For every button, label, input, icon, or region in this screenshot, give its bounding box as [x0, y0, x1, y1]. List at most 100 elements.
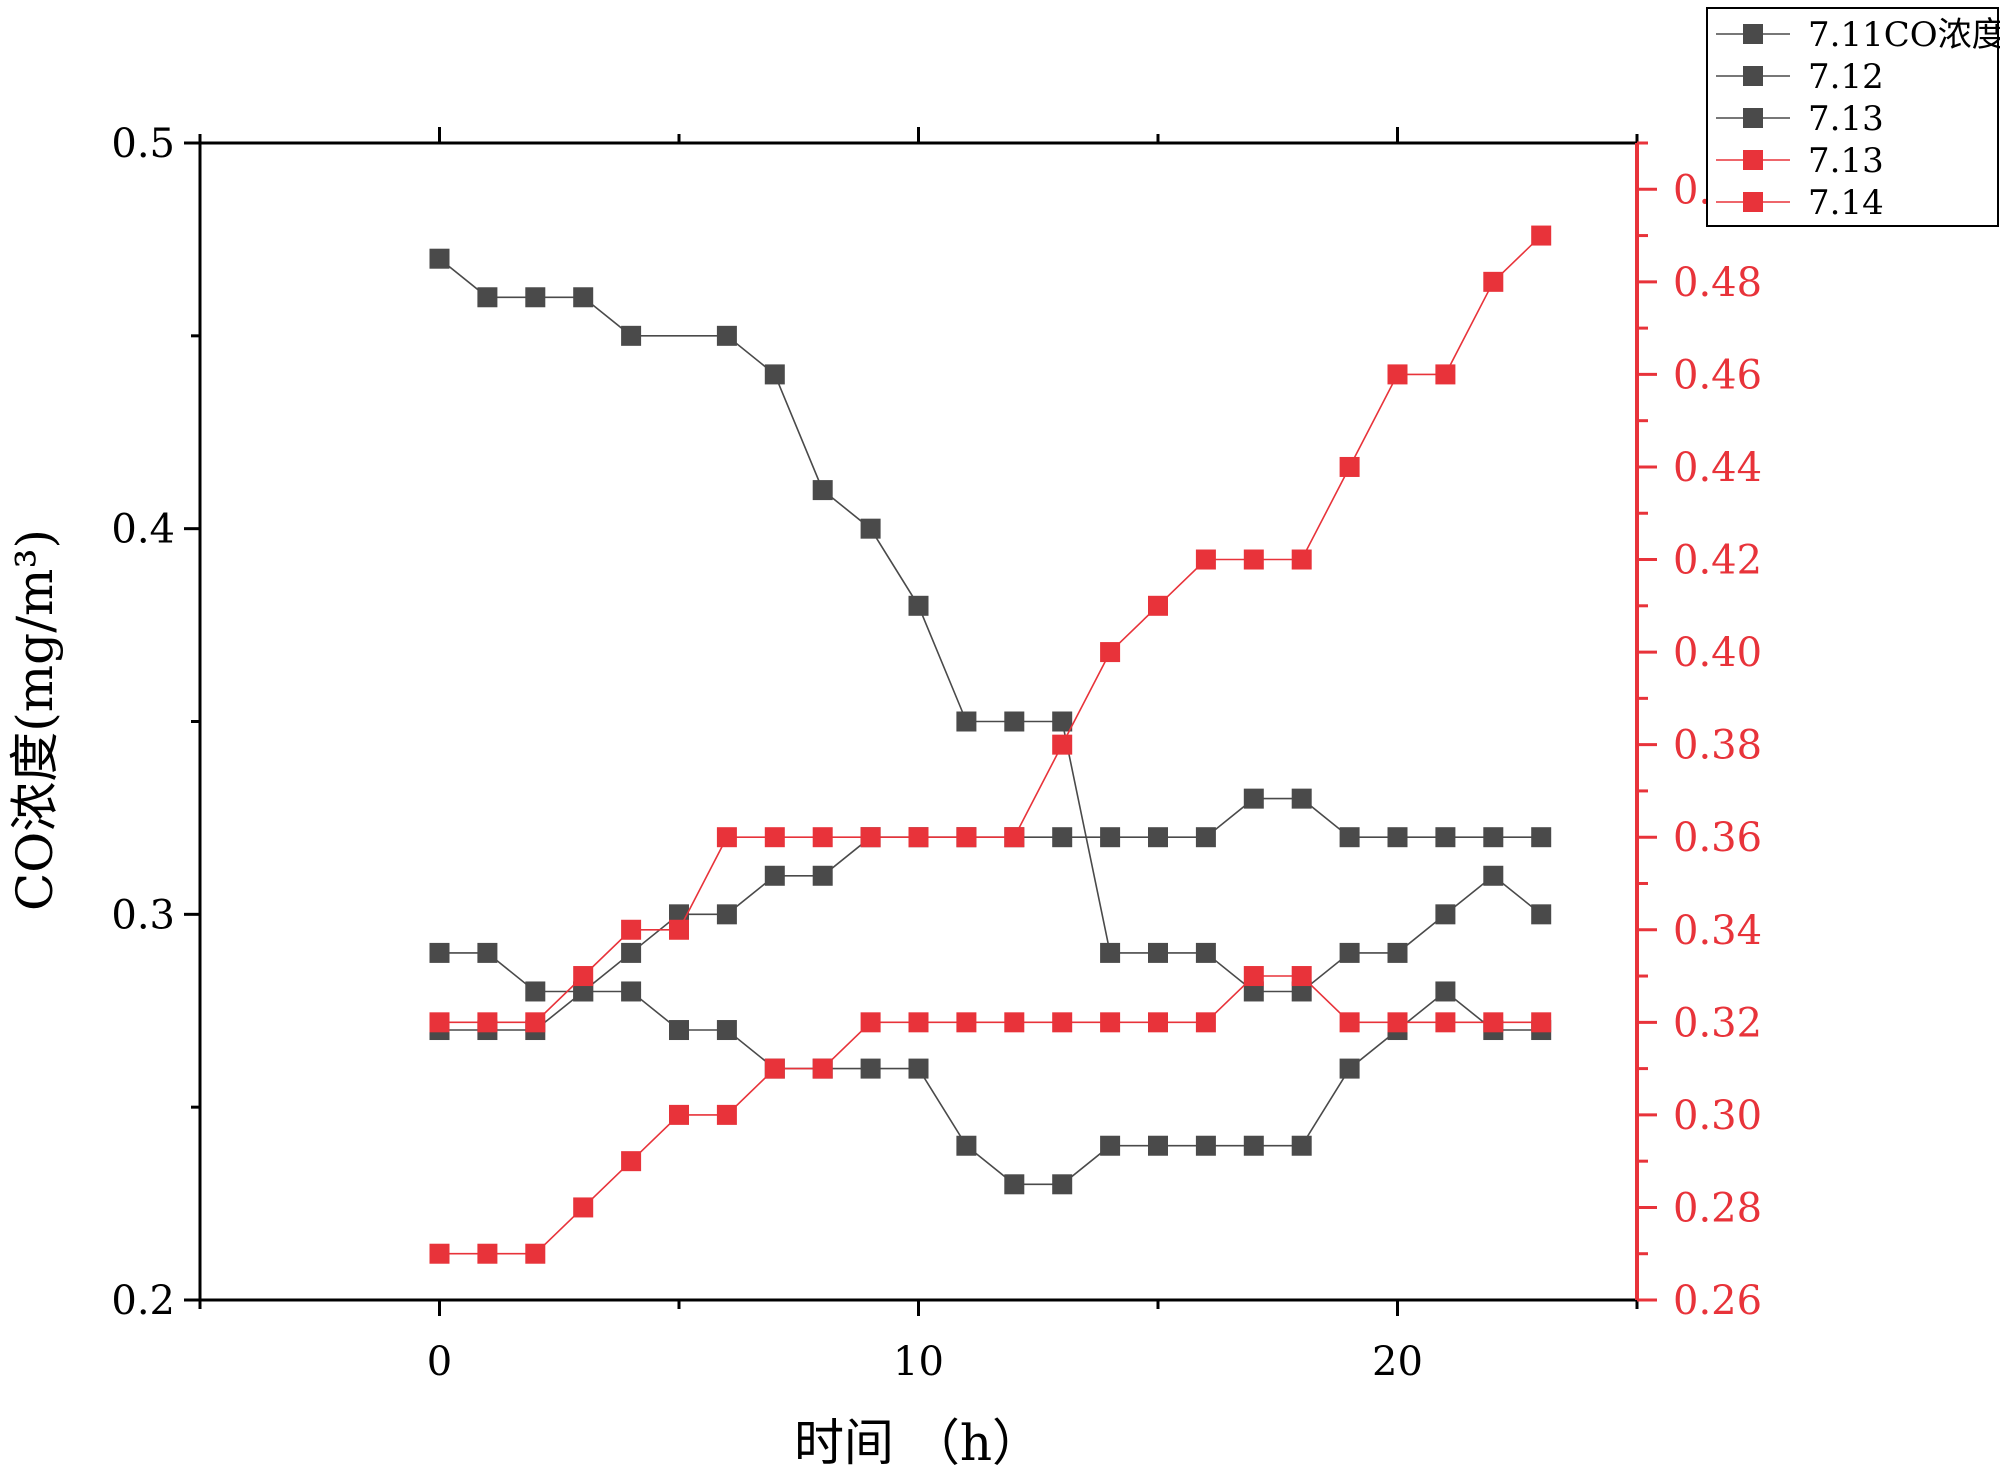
data-point	[1291, 788, 1312, 809]
data-point	[429, 248, 450, 269]
data-point	[812, 827, 833, 848]
legend-marker	[1743, 66, 1763, 86]
data-point	[1148, 942, 1168, 963]
data-point	[1339, 942, 1360, 963]
data-point	[956, 1012, 977, 1033]
data-point	[1004, 711, 1025, 732]
data-point	[525, 1243, 546, 1264]
data-point	[1004, 1174, 1025, 1195]
data-point	[860, 518, 881, 539]
series-1	[429, 248, 1552, 1002]
data-point	[1435, 1012, 1456, 1033]
data-point	[669, 1020, 689, 1041]
data-point	[1100, 942, 1121, 963]
data-point	[477, 287, 498, 308]
data-point	[477, 942, 498, 963]
data-point	[860, 1058, 881, 1079]
data-point	[1052, 827, 1073, 848]
data-point	[573, 966, 594, 987]
legend-label: 7.13	[1808, 99, 1884, 139]
legend-label: 7.12	[1808, 57, 1884, 97]
series-line	[439, 975, 1542, 1255]
data-point	[812, 480, 833, 501]
data-point	[1483, 865, 1504, 886]
data-point	[477, 1243, 498, 1264]
data-point	[1483, 271, 1504, 292]
data-point	[1291, 981, 1312, 1002]
y-right-tick-label: 0.38	[1673, 723, 1762, 769]
data-point	[525, 1012, 546, 1033]
data-point	[1243, 966, 1264, 987]
data-point	[1387, 364, 1408, 385]
data-point	[621, 942, 642, 963]
legend-item: 7.13	[1716, 141, 1884, 181]
y-right-tick-label: 0.30	[1673, 1093, 1762, 1139]
data-point	[429, 1012, 450, 1033]
data-point	[1339, 1012, 1360, 1033]
data-point	[621, 981, 642, 1002]
legend-marker	[1743, 108, 1763, 128]
y-right-tick-label: 0.34	[1673, 908, 1762, 954]
data-point	[1291, 966, 1312, 987]
y-axis-title: CO浓度(mg/m³)	[6, 529, 64, 911]
data-point	[669, 919, 689, 940]
y-right-tick-label: 0.32	[1673, 1000, 1762, 1046]
data-point	[1339, 1058, 1360, 1079]
data-point	[908, 827, 929, 848]
data-point	[621, 325, 642, 346]
data-point	[1195, 549, 1216, 570]
data-point	[1531, 827, 1552, 848]
data-point	[956, 827, 977, 848]
data-point	[1195, 942, 1216, 963]
legend-marker	[1743, 192, 1763, 212]
legend-label: 7.11CO浓度	[1808, 15, 2000, 55]
data-point	[956, 711, 977, 732]
data-point	[812, 865, 833, 886]
data-point	[477, 1012, 498, 1033]
data-point	[1339, 827, 1360, 848]
y-right-tick-label: 0.42	[1673, 538, 1762, 584]
data-point	[1387, 827, 1408, 848]
x-tick-label: 0	[427, 1339, 452, 1385]
y-right-tick-label: 0.48	[1673, 260, 1762, 306]
data-point	[1100, 642, 1121, 663]
data-point	[1243, 1135, 1264, 1156]
data-point	[716, 904, 737, 925]
data-point	[573, 1197, 594, 1218]
data-point	[573, 981, 594, 1002]
data-point	[1435, 364, 1456, 385]
data-point	[1483, 1012, 1504, 1033]
data-point	[621, 1151, 642, 1172]
legend-item: 7.12	[1716, 57, 1884, 97]
plot-frame	[198, 141, 1639, 1302]
series-5	[429, 225, 1552, 1033]
legend-item: 7.13	[1716, 99, 1884, 139]
series-line	[439, 797, 1542, 1031]
y-left-axis-ticks: 0.2 0.3 0.4 0.5	[111, 121, 200, 1324]
data-point	[1195, 1135, 1216, 1156]
legend-label: 7.13	[1808, 141, 1884, 181]
data-point	[764, 827, 785, 848]
y-left-tick-label: 0.2	[111, 1278, 175, 1324]
data-point	[1291, 1135, 1312, 1156]
series-line	[438, 258, 1542, 993]
data-point	[429, 942, 450, 963]
series-4	[429, 966, 1552, 1264]
data-point	[860, 827, 881, 848]
data-point	[764, 865, 785, 886]
legend-marker	[1743, 24, 1763, 44]
data-point	[716, 1104, 737, 1125]
data-point	[1387, 1012, 1408, 1033]
data-point	[1243, 981, 1264, 1002]
data-point	[573, 287, 594, 308]
data-point	[956, 1135, 977, 1156]
data-point	[1148, 595, 1168, 616]
y-right-tick-label: 0.28	[1673, 1185, 1762, 1231]
x-tick-label: 10	[893, 1339, 944, 1385]
data-point	[1100, 1012, 1121, 1033]
data-point	[1387, 942, 1408, 963]
data-point	[1243, 549, 1264, 570]
data-point	[1291, 549, 1312, 570]
